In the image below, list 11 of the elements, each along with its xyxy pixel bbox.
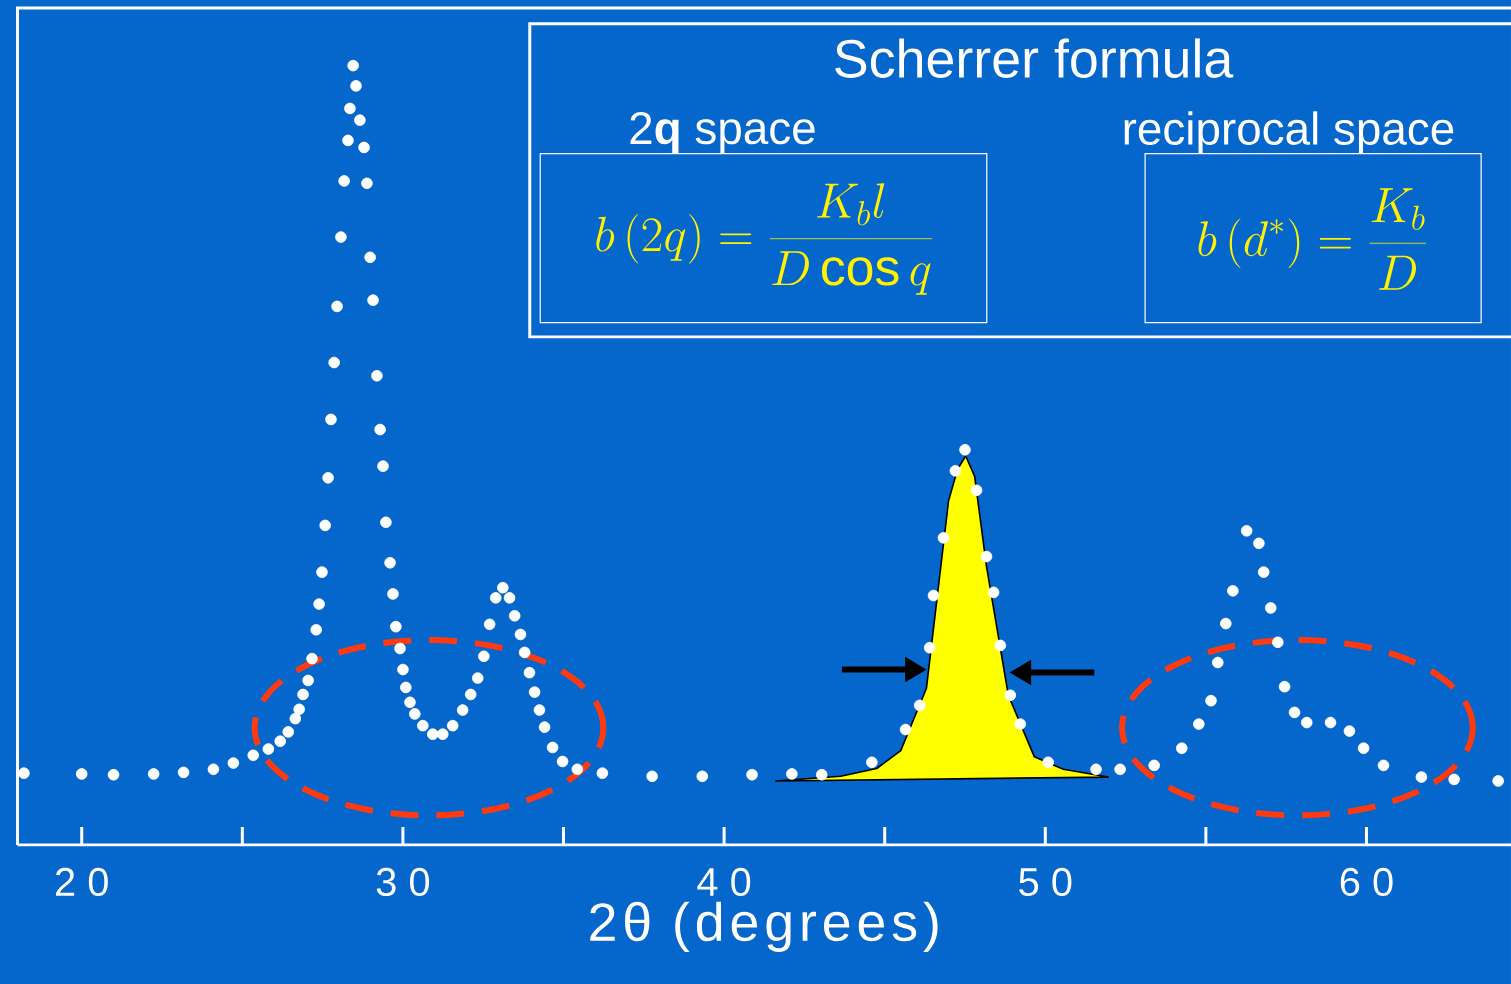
x-tick-label: 3 0 (376, 867, 430, 896)
x-tick-label: 2 0 (55, 867, 108, 896)
annotation: reciprocal space (1124, 111, 1454, 154)
x-tick-label: 6 0 (1340, 867, 1393, 896)
x-tick-label: 4 0 (697, 867, 751, 896)
annotation: $b\left(d^*\right)=\frac{K_b}{D}$ (1198, 188, 1427, 290)
x-tick-label: 5 0 (1019, 867, 1072, 896)
chart-title: Scherrer formula (835, 38, 1234, 78)
annotation: $b\left(2q\right)=\frac{K_b l}{D\cos q}$ (596, 182, 932, 295)
x-axis-title: 2θ (degrees) (590, 901, 938, 952)
annotation: 2q space (630, 111, 815, 154)
